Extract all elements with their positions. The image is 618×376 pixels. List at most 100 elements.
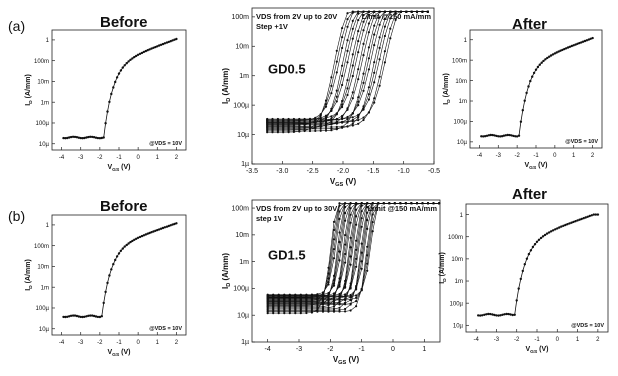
data-point [150, 47, 153, 50]
data-point [383, 61, 386, 64]
data-point [62, 315, 65, 319]
y-tick-label: 1m [459, 99, 467, 105]
y-tick-label: 1 [464, 38, 468, 44]
data-point [367, 111, 370, 114]
transfer-curve [481, 37, 593, 137]
data-point [351, 112, 354, 115]
data-point [355, 265, 358, 268]
data-point [351, 37, 354, 40]
x-tick-label: 2 [596, 337, 600, 343]
x-tick-label: -3.5 [246, 168, 258, 175]
y-axis-label: ID (A/mm) [25, 259, 34, 291]
data-point [271, 129, 274, 133]
y-tick-label: 100m [34, 244, 49, 250]
data-point [535, 240, 539, 243]
data-point [324, 118, 328, 121]
data-point [355, 305, 358, 308]
data-point [89, 314, 92, 317]
data-point [564, 223, 567, 227]
sweep-annotation: VDS from 2V up to 30V [256, 204, 337, 213]
data-point [117, 252, 121, 255]
data-point [138, 235, 142, 239]
data-point [287, 121, 290, 124]
data-point [527, 85, 530, 88]
data-point [389, 37, 392, 40]
data-point [314, 118, 317, 121]
data-point [276, 129, 279, 133]
data-point [271, 121, 274, 124]
data-point [590, 214, 593, 217]
data-point [482, 135, 485, 138]
x-axis-label: VGS (V) [107, 164, 130, 173]
data-point [351, 11, 354, 14]
data-point [357, 19, 360, 22]
data-point [338, 204, 341, 207]
data-point [303, 125, 306, 129]
data-point [127, 60, 130, 63]
data-point [266, 125, 269, 129]
x-tick-label: 1 [572, 153, 576, 159]
data-point [288, 310, 291, 313]
x-tick-label: -1 [116, 155, 122, 161]
x-tick-label: 0 [556, 337, 560, 343]
data-point [500, 135, 504, 138]
data-point [79, 315, 82, 319]
data-point [521, 269, 524, 273]
x-tick-label: -2 [97, 340, 103, 346]
data-point [477, 314, 480, 317]
data-point [332, 295, 336, 298]
data-point [346, 25, 349, 28]
data-point [266, 298, 269, 302]
data-point [283, 298, 286, 302]
x-tick-label: 2 [591, 153, 595, 159]
y-tick-label: 1m [239, 259, 249, 266]
data-point [344, 202, 347, 205]
data-point [310, 310, 313, 313]
data-point [117, 72, 121, 75]
data-point [169, 40, 172, 43]
data-point [165, 225, 169, 228]
data-point [158, 44, 161, 47]
data-point [508, 133, 511, 137]
data-point [330, 84, 333, 87]
x-axis-label: VGS (V) [330, 177, 357, 188]
vds-annotation: @VDS = 10V [565, 139, 598, 145]
y-axis-label: ID (A/mm) [439, 252, 448, 284]
data-point [81, 315, 84, 319]
data-point [371, 213, 374, 216]
data-point [378, 23, 381, 26]
data-point [169, 224, 172, 227]
data-point [532, 71, 536, 75]
data-point [272, 295, 275, 298]
data-point [562, 224, 565, 227]
data-point [271, 127, 274, 130]
data-point [399, 10, 403, 13]
y-tick-label: 100µ [233, 102, 249, 109]
data-point [324, 125, 328, 129]
data-point [389, 11, 392, 14]
data-point [287, 127, 290, 130]
data-point [489, 133, 492, 137]
data-point [404, 202, 407, 205]
data-point [89, 135, 92, 138]
data-point [367, 57, 370, 60]
data-point [592, 213, 595, 216]
data-point [378, 10, 381, 13]
x-axis-label: VGS (V) [333, 355, 360, 366]
data-point [552, 229, 555, 232]
data-point [557, 50, 560, 53]
data-point [405, 10, 408, 13]
data-point [129, 58, 132, 61]
y-tick-label: 100m [231, 14, 249, 21]
x-tick-label: -4 [473, 337, 479, 343]
data-point [146, 49, 149, 52]
data-point [298, 127, 301, 130]
data-point [349, 298, 352, 301]
data-point [266, 127, 269, 130]
data-point [131, 239, 134, 243]
data-point [165, 41, 169, 44]
data-point [438, 202, 441, 205]
data-point [344, 212, 347, 215]
y-tick-label: 100µ [450, 301, 464, 307]
data-point [287, 129, 290, 133]
